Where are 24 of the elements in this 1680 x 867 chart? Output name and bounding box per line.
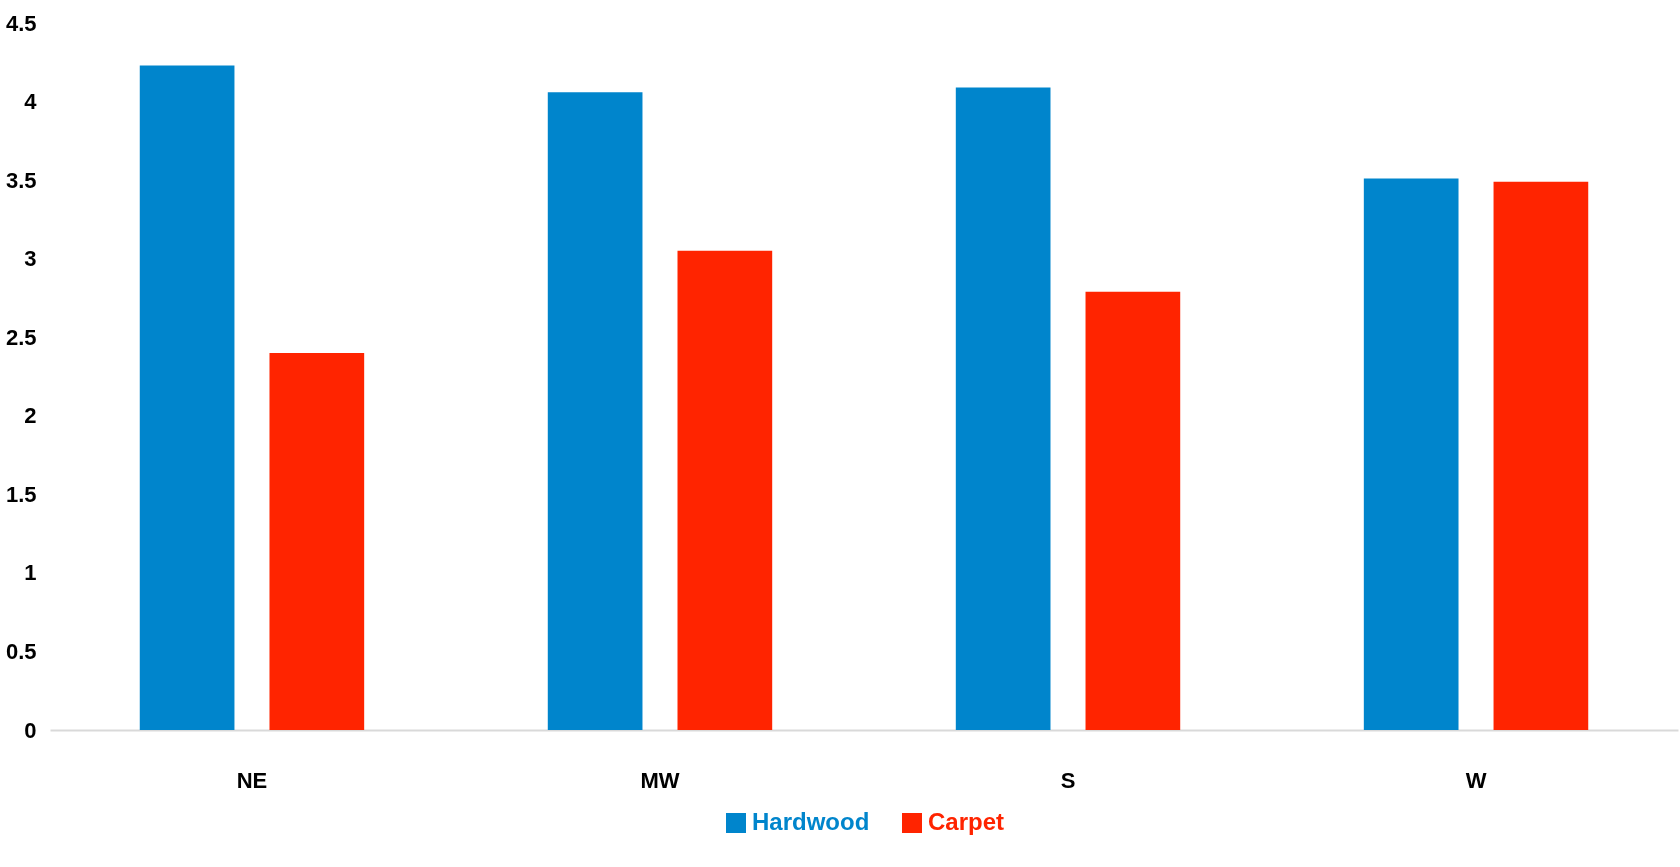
legend-label: Carpet xyxy=(928,808,1005,835)
y-tick-label: 0.5 xyxy=(5,638,37,664)
bar xyxy=(547,92,643,730)
x-tick-label: MW xyxy=(640,767,680,793)
x-tick-label: W xyxy=(1465,767,1487,793)
bar xyxy=(269,352,365,730)
x-tick-label: NE xyxy=(236,767,268,793)
y-tick-label: 4.5 xyxy=(5,10,37,36)
x-tick-label: S xyxy=(1060,767,1076,793)
bar xyxy=(139,65,235,730)
y-tick-label: 1.5 xyxy=(5,481,37,507)
y-tick-label: 4 xyxy=(24,89,38,115)
y-tick-label: 2.5 xyxy=(5,324,37,350)
bar xyxy=(1493,181,1589,730)
y-tick-label: 3 xyxy=(24,246,37,272)
bar xyxy=(677,250,773,730)
bar xyxy=(1085,291,1181,730)
y-tick-label: 0 xyxy=(24,717,37,743)
legend-label: Hardwood xyxy=(752,808,870,835)
y-tick-label: 3.5 xyxy=(5,167,37,193)
y-tick-label: 1 xyxy=(24,560,37,586)
bar xyxy=(955,87,1051,730)
y-tick-label: 2 xyxy=(24,403,37,429)
bar xyxy=(1363,178,1459,730)
